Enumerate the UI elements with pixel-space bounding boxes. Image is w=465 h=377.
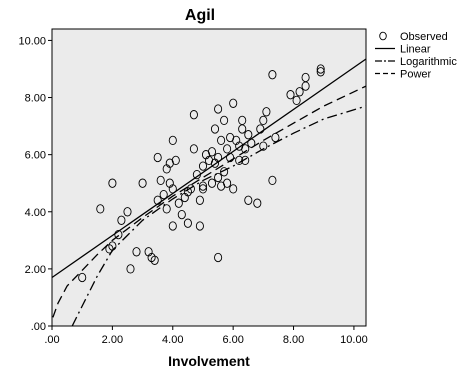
observed-point <box>238 115 247 126</box>
observed-point <box>268 70 277 80</box>
observed-point <box>183 218 192 228</box>
observed-point <box>259 141 268 151</box>
legend-marker <box>379 31 387 41</box>
observed-point <box>220 115 229 126</box>
observed-point <box>168 221 177 231</box>
observed-point <box>171 155 180 166</box>
observed-point <box>183 187 192 197</box>
observed-point <box>126 264 135 274</box>
observed-point <box>226 152 235 163</box>
observed-point <box>207 178 217 188</box>
observed-point <box>168 184 177 194</box>
legend-label: Linear <box>400 44 431 56</box>
observed-point <box>295 87 304 97</box>
observed-point <box>78 272 87 283</box>
observed-point <box>105 244 114 254</box>
observed-point <box>262 107 271 117</box>
observed-point <box>198 184 208 194</box>
observed-point <box>301 72 310 83</box>
x-tick-label: 8.00 <box>283 334 304 346</box>
observed-point <box>159 189 168 200</box>
y-tick-label: 2.00 <box>25 264 46 276</box>
observed-point <box>220 167 229 177</box>
y-tick-label: 6.00 <box>25 150 46 162</box>
observed-point <box>229 98 238 108</box>
observed-point <box>108 241 117 251</box>
observed-point <box>138 178 147 188</box>
observed-point <box>244 130 253 140</box>
y-tick-label: 4.00 <box>25 207 46 219</box>
observed-point <box>241 144 250 154</box>
power-fit-line <box>52 85 366 318</box>
x-axis-label: Involvement <box>168 353 250 369</box>
axis-ticks: .00 2.00 4.00 6.00 8.00 10.00 .00 2.00 4.00 6.00 8… <box>18 35 367 346</box>
observed-point <box>210 124 220 134</box>
observed-point <box>162 204 171 214</box>
x-tick-label: 4.00 <box>162 334 183 346</box>
legend-label: Observed <box>400 31 448 43</box>
observed-point <box>186 184 195 194</box>
observed-point <box>189 110 198 120</box>
observed-point <box>123 207 132 217</box>
observed-point <box>292 95 301 106</box>
observed-point <box>256 124 265 134</box>
observed-point <box>150 255 159 265</box>
observed-point <box>241 155 250 166</box>
linear-fit-line <box>52 58 366 279</box>
fit-lines <box>52 58 366 326</box>
observed-point <box>244 195 253 205</box>
legend-label: Logarithmic <box>400 56 457 68</box>
observed-points <box>78 64 325 283</box>
observed-point <box>108 178 117 188</box>
observed-point <box>259 115 268 126</box>
observed-point <box>214 152 223 163</box>
observed-point <box>198 161 208 171</box>
observed-point <box>214 104 223 114</box>
observed-point <box>174 198 183 208</box>
observed-point <box>198 181 208 191</box>
legend-label: Power <box>400 69 432 81</box>
observed-point <box>286 90 295 100</box>
observed-point <box>214 172 223 183</box>
y-tick-label: 8.00 <box>25 93 46 105</box>
observed-point <box>177 209 186 220</box>
observed-point <box>114 229 123 240</box>
observed-point <box>214 252 223 263</box>
x-tick-label: 2.00 <box>102 334 123 346</box>
x-tick-label: .00 <box>44 334 59 346</box>
observed-point <box>253 198 262 208</box>
observed-point <box>223 178 232 188</box>
logarithmic-fit-line <box>71 105 366 326</box>
observed-point <box>192 169 201 180</box>
observed-point <box>235 155 244 166</box>
chart-title: Agil <box>185 7 215 24</box>
observed-point <box>189 144 198 154</box>
y-tick-label: 10.00 <box>18 35 46 47</box>
observed-point <box>153 195 162 205</box>
observed-point <box>132 247 141 257</box>
observed-point <box>223 144 232 154</box>
observed-point <box>195 195 204 205</box>
observed-point <box>268 175 277 186</box>
observed-point <box>96 204 105 214</box>
observed-point <box>229 184 238 194</box>
observed-point <box>153 152 162 163</box>
x-tick-label: 10.00 <box>340 334 368 346</box>
observed-point <box>168 135 177 146</box>
observed-point <box>117 215 126 225</box>
observed-point <box>316 67 325 77</box>
observed-point <box>247 138 256 148</box>
observed-point <box>217 135 226 146</box>
observed-point <box>316 64 325 74</box>
observed-point <box>156 175 165 186</box>
observed-point <box>195 221 204 231</box>
observed-point <box>207 147 217 157</box>
observed-point <box>271 132 280 143</box>
x-tick-label: 6.00 <box>222 334 243 346</box>
y-tick-label: .00 <box>31 321 46 333</box>
